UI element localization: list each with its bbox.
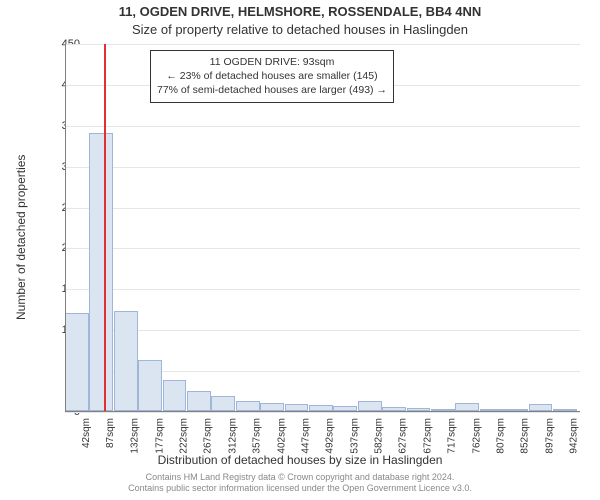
highlight-marker	[104, 44, 106, 412]
histogram-bar	[260, 403, 284, 411]
x-tick-label: 177sqm	[154, 418, 165, 454]
footer-line2: Contains public sector information licen…	[0, 483, 600, 494]
x-tick-label: 492sqm	[325, 418, 336, 454]
x-tick-label: 807sqm	[496, 418, 507, 454]
histogram-bar	[236, 401, 260, 411]
x-tick-label: 312sqm	[227, 418, 238, 454]
chart-title-main: 11, OGDEN DRIVE, HELMSHORE, ROSSENDALE, …	[0, 4, 600, 19]
chart-container: 11, OGDEN DRIVE, HELMSHORE, ROSSENDALE, …	[0, 0, 600, 500]
info-box: 11 OGDEN DRIVE: 93sqm ← 23% of detached …	[150, 50, 394, 103]
x-tick-label: 762sqm	[471, 418, 482, 454]
x-tick-label: 672sqm	[422, 418, 433, 454]
x-tick-label: 132sqm	[130, 418, 141, 454]
x-tick-label: 357sqm	[252, 418, 263, 454]
gridline	[65, 126, 580, 127]
axis-left	[65, 44, 66, 412]
footer-line1: Contains HM Land Registry data © Crown c…	[0, 472, 600, 483]
chart-title-sub: Size of property relative to detached ho…	[0, 22, 600, 37]
x-tick-label: 402sqm	[276, 418, 287, 454]
info-box-line2: ← 23% of detached houses are smaller (14…	[157, 69, 387, 83]
y-axis-label: Number of detached properties	[14, 155, 28, 320]
x-tick-label: 42sqm	[81, 418, 92, 448]
histogram-bar	[187, 391, 211, 411]
footer-attribution: Contains HM Land Registry data © Crown c…	[0, 472, 600, 495]
x-tick-label: 897sqm	[544, 418, 555, 454]
x-tick-label: 87sqm	[105, 418, 116, 448]
info-box-line1: 11 OGDEN DRIVE: 93sqm	[157, 55, 387, 69]
gridline	[65, 412, 580, 413]
histogram-bar	[529, 404, 553, 411]
gridline	[65, 289, 580, 290]
gridline	[65, 330, 580, 331]
x-tick-label: 267sqm	[203, 418, 214, 454]
histogram-bar	[163, 380, 187, 411]
gridline	[65, 167, 580, 168]
histogram-bar	[65, 313, 89, 411]
histogram-bar	[211, 396, 235, 411]
x-tick-label: 852sqm	[520, 418, 531, 454]
x-axis-label: Distribution of detached houses by size …	[0, 453, 600, 467]
gridline	[65, 248, 580, 249]
histogram-bar	[455, 403, 479, 411]
histogram-bar	[89, 133, 113, 411]
x-tick-label: 717sqm	[447, 418, 458, 454]
gridline	[65, 208, 580, 209]
histogram-bar	[114, 311, 138, 411]
histogram-bar	[138, 360, 162, 411]
x-tick-label: 222sqm	[179, 418, 190, 454]
x-tick-label: 582sqm	[374, 418, 385, 454]
info-box-line3: 77% of semi-detached houses are larger (…	[157, 83, 387, 97]
x-tick-label: 447sqm	[300, 418, 311, 454]
histogram-bar	[358, 401, 382, 411]
gridline	[65, 44, 580, 45]
axis-bottom	[65, 411, 580, 412]
x-tick-label: 627sqm	[398, 418, 409, 454]
x-tick-label: 537sqm	[349, 418, 360, 454]
x-tick-label: 942sqm	[569, 418, 580, 454]
plot-area: 11 OGDEN DRIVE: 93sqm ← 23% of detached …	[65, 44, 580, 412]
